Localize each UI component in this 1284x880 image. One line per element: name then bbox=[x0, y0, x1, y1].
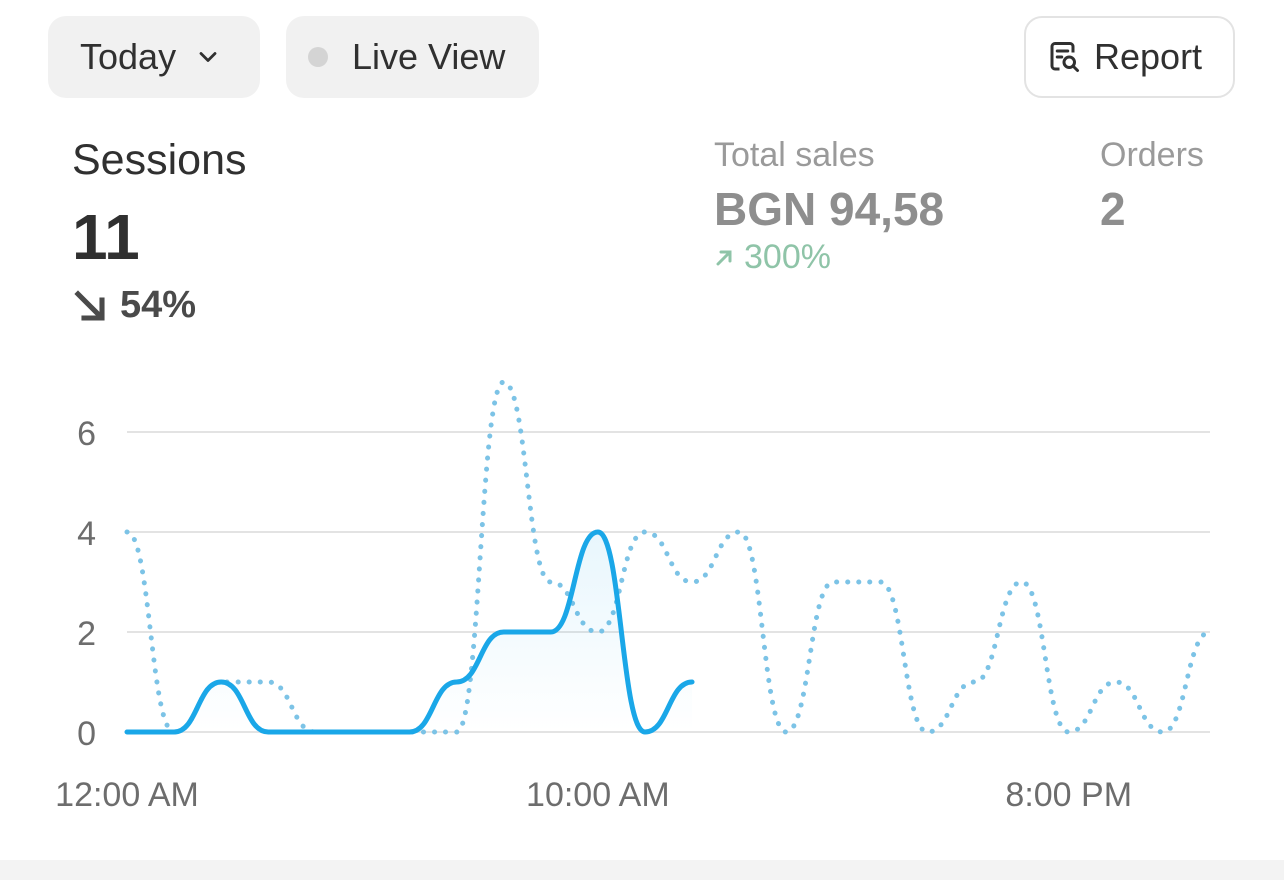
live-status-dot-icon bbox=[308, 47, 328, 67]
arrow-up-right-icon bbox=[716, 250, 732, 265]
current-series-line bbox=[124, 529, 695, 735]
live-view-button[interactable]: Live View bbox=[286, 16, 539, 98]
report-button[interactable]: Report bbox=[1024, 16, 1235, 98]
y-tick-label: 6 bbox=[77, 415, 96, 453]
y-tick-label: 0 bbox=[77, 715, 96, 753]
bottom-divider-bar bbox=[0, 860, 1284, 880]
report-search-icon bbox=[1050, 42, 1079, 72]
chevron-down-icon bbox=[199, 52, 217, 62]
orders-value: 2 bbox=[1100, 183, 1126, 235]
y-tick-label: 2 bbox=[77, 615, 96, 653]
y-tick-label: 4 bbox=[77, 515, 96, 553]
sessions-value: 11 bbox=[72, 201, 140, 273]
sessions-line-chart: 0 2 4 6 12:00 AM 10:00 AM 8:00 PM bbox=[55, 379, 1213, 814]
sessions-title: Sessions bbox=[72, 136, 247, 184]
sessions-change-value: 54% bbox=[120, 284, 197, 326]
total-sales-change-value: 300% bbox=[744, 238, 831, 276]
x-tick-label: 8:00 PM bbox=[1005, 776, 1132, 814]
current-series-area bbox=[127, 532, 693, 732]
x-tick-label: 10:00 AM bbox=[526, 776, 670, 814]
total-sales-change: 300% bbox=[714, 238, 831, 277]
arrow-down-right-icon bbox=[74, 289, 105, 321]
orders-title: Orders bbox=[1100, 136, 1204, 174]
comparison-series-line bbox=[124, 379, 1213, 735]
live-view-label: Live View bbox=[352, 36, 506, 77]
report-label: Report bbox=[1094, 36, 1203, 77]
total-sales-title: Total sales bbox=[714, 136, 875, 174]
sessions-change: 54% bbox=[72, 284, 196, 327]
total-sales-value: BGN 94,58 bbox=[714, 183, 945, 235]
date-range-dropdown[interactable]: Today bbox=[48, 16, 260, 98]
date-range-label: Today bbox=[80, 36, 177, 77]
x-tick-label: 12:00 AM bbox=[55, 776, 199, 814]
